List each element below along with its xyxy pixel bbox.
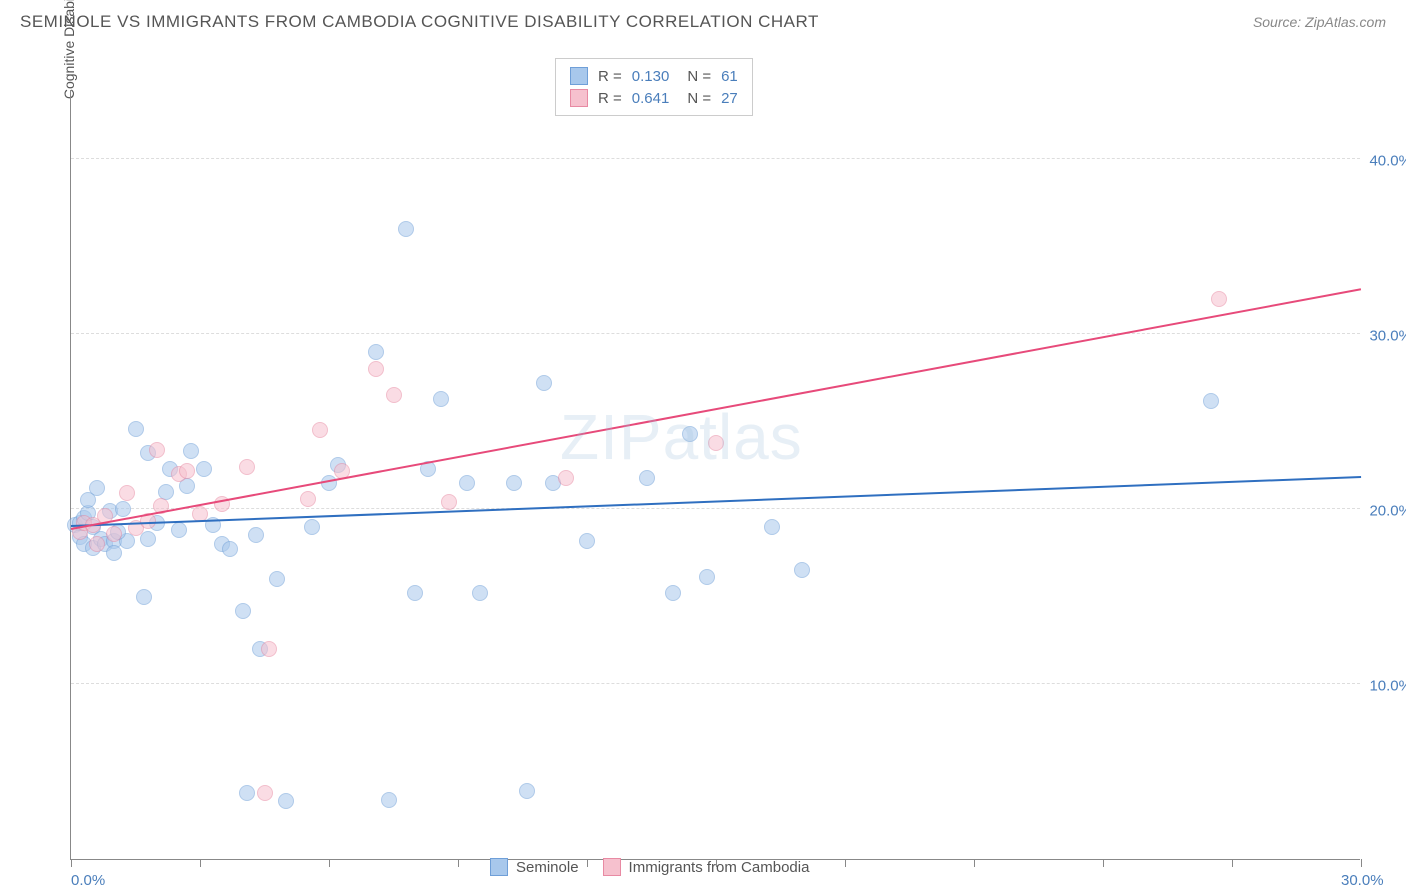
data-point xyxy=(519,783,535,799)
data-point xyxy=(579,533,595,549)
legend-series-label: Seminole xyxy=(516,859,579,876)
x-tick xyxy=(1103,859,1104,867)
gridline xyxy=(71,158,1360,159)
data-point xyxy=(106,545,122,561)
legend-r-value: 0.130 xyxy=(632,68,670,85)
gridline xyxy=(71,333,1360,334)
x-tick xyxy=(71,859,72,867)
data-point xyxy=(257,785,273,801)
data-point xyxy=(269,571,285,587)
data-point xyxy=(149,442,165,458)
x-tick xyxy=(1361,859,1362,867)
data-point xyxy=(278,793,294,809)
data-point xyxy=(398,221,414,237)
legend-series-label: Immigrants from Cambodia xyxy=(629,859,810,876)
data-point xyxy=(248,527,264,543)
y-tick-label: 40.0% xyxy=(1369,153,1406,170)
data-point xyxy=(304,519,320,535)
x-tick-label: 30.0% xyxy=(1341,872,1384,889)
data-point xyxy=(558,470,574,486)
legend-swatch xyxy=(570,67,588,85)
data-point xyxy=(536,375,552,391)
data-point xyxy=(300,491,316,507)
source-attribution: Source: ZipAtlas.com xyxy=(1253,14,1386,30)
data-point xyxy=(171,522,187,538)
data-point xyxy=(386,387,402,403)
data-point xyxy=(794,562,810,578)
data-point xyxy=(459,475,475,491)
legend-stat-row: R = 0.130 N = 61 xyxy=(570,65,738,87)
y-axis-label: Cognitive Disability xyxy=(61,0,77,99)
legend-series-item: Immigrants from Cambodia xyxy=(603,858,810,876)
data-point xyxy=(407,585,423,601)
data-point xyxy=(381,792,397,808)
data-point xyxy=(433,391,449,407)
data-point xyxy=(115,501,131,517)
data-point xyxy=(1203,393,1219,409)
data-point xyxy=(119,485,135,501)
data-point xyxy=(639,470,655,486)
data-point xyxy=(368,361,384,377)
x-tick xyxy=(458,859,459,867)
x-tick-label: 0.0% xyxy=(71,872,105,889)
correlation-legend: R = 0.130 N = 61 R = 0.641 N = 27 xyxy=(555,58,753,116)
legend-r-label: R = xyxy=(598,68,622,85)
data-point xyxy=(239,459,255,475)
trend-line xyxy=(71,288,1361,530)
x-tick xyxy=(974,859,975,867)
legend-n-value: 61 xyxy=(721,68,738,85)
x-tick xyxy=(1232,859,1233,867)
legend-r-value: 0.641 xyxy=(632,90,670,107)
gridline xyxy=(71,683,1360,684)
legend-r-label: R = xyxy=(598,90,622,107)
data-point xyxy=(472,585,488,601)
plot-area: 10.0%20.0%30.0%40.0%0.0%30.0% xyxy=(70,90,1360,860)
gridline xyxy=(71,508,1360,509)
data-point xyxy=(506,475,522,491)
trend-line xyxy=(71,476,1361,527)
legend-stat-row: R = 0.641 N = 27 xyxy=(570,87,738,109)
legend-swatch xyxy=(570,89,588,107)
data-point xyxy=(89,536,105,552)
data-point xyxy=(222,541,238,557)
data-point xyxy=(239,785,255,801)
data-point xyxy=(1211,291,1227,307)
data-point xyxy=(196,461,212,477)
data-point xyxy=(764,519,780,535)
data-point xyxy=(708,435,724,451)
data-point xyxy=(441,494,457,510)
legend-swatch xyxy=(603,858,621,876)
legend-series-item: Seminole xyxy=(490,858,579,876)
data-point xyxy=(261,641,277,657)
data-point xyxy=(699,569,715,585)
y-tick-label: 10.0% xyxy=(1369,678,1406,695)
data-point xyxy=(179,463,195,479)
data-point xyxy=(312,422,328,438)
data-point xyxy=(183,443,199,459)
data-point xyxy=(665,585,681,601)
data-point xyxy=(682,426,698,442)
data-point xyxy=(140,531,156,547)
legend-swatch xyxy=(490,858,508,876)
x-tick xyxy=(329,859,330,867)
legend-n-label: N = xyxy=(687,68,711,85)
data-point xyxy=(136,589,152,605)
data-point xyxy=(106,526,122,542)
legend-n-label: N = xyxy=(687,90,711,107)
x-tick xyxy=(200,859,201,867)
data-point xyxy=(235,603,251,619)
series-legend: Seminole Immigrants from Cambodia xyxy=(490,858,809,876)
y-tick-label: 20.0% xyxy=(1369,503,1406,520)
data-point xyxy=(128,421,144,437)
data-point xyxy=(80,492,96,508)
legend-n-value: 27 xyxy=(721,90,738,107)
data-point xyxy=(368,344,384,360)
x-tick xyxy=(845,859,846,867)
chart-title: SEMINOLE VS IMMIGRANTS FROM CAMBODIA COG… xyxy=(20,12,819,32)
y-tick-label: 30.0% xyxy=(1369,328,1406,345)
